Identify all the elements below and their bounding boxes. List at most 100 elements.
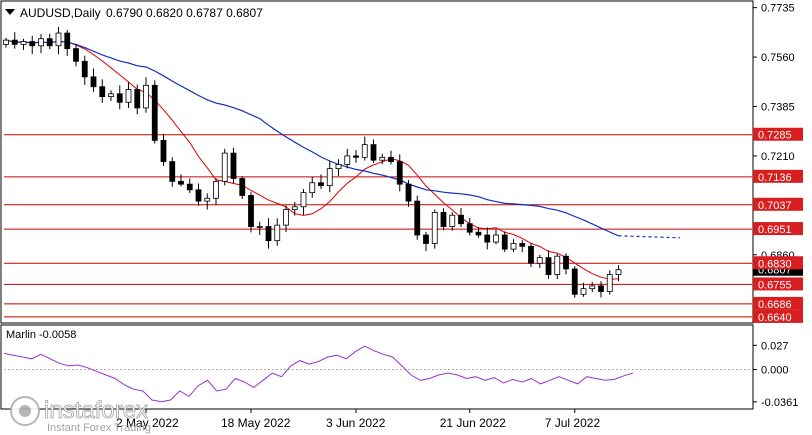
candle[interactable] <box>99 79 106 103</box>
candle[interactable] <box>344 148 351 169</box>
candle[interactable] <box>335 159 342 176</box>
candle[interactable] <box>213 178 219 206</box>
candle[interactable] <box>46 33 53 50</box>
candle[interactable] <box>423 231 429 252</box>
candle[interactable] <box>589 282 596 293</box>
candle[interactable] <box>545 250 552 279</box>
candle[interactable] <box>204 193 211 210</box>
candle-body-down <box>414 200 421 236</box>
candle[interactable] <box>318 174 324 190</box>
candle[interactable] <box>449 212 456 231</box>
candle[interactable] <box>606 270 613 295</box>
candle-body-down <box>73 48 79 62</box>
candle[interactable] <box>221 148 228 186</box>
candle[interactable] <box>29 35 36 55</box>
candle-body-up <box>615 269 622 275</box>
candle[interactable] <box>143 77 149 113</box>
candle[interactable] <box>501 231 508 252</box>
time-tick-label: 7 Jul 2022 <box>545 416 601 430</box>
candle[interactable] <box>431 209 438 249</box>
candle[interactable] <box>458 207 464 228</box>
candle[interactable] <box>493 229 499 245</box>
candle[interactable] <box>291 201 298 216</box>
candle[interactable] <box>528 242 534 268</box>
candle[interactable] <box>73 44 79 67</box>
candle[interactable] <box>20 38 27 50</box>
candle[interactable] <box>283 205 289 233</box>
candle[interactable] <box>353 149 359 163</box>
candle[interactable] <box>414 195 421 240</box>
candle-body-down <box>318 182 324 186</box>
candle[interactable] <box>125 82 132 108</box>
candle[interactable] <box>186 178 193 194</box>
candle-body-down <box>64 32 71 50</box>
candle[interactable] <box>169 157 176 187</box>
candle[interactable] <box>396 154 403 192</box>
candle[interactable] <box>134 84 141 115</box>
candlesticks[interactable] <box>3 26 622 298</box>
candle[interactable] <box>580 282 587 297</box>
candle-body-down <box>11 39 18 45</box>
candle[interactable] <box>554 253 561 280</box>
candle[interactable] <box>90 68 97 92</box>
candle[interactable] <box>230 147 237 184</box>
candle[interactable] <box>361 136 368 161</box>
candle[interactable] <box>116 85 123 110</box>
candle[interactable] <box>615 265 622 282</box>
candle-body-up <box>3 39 9 45</box>
slow-ma-projection <box>618 235 681 239</box>
candle[interactable] <box>388 150 394 165</box>
candle-body-up <box>213 180 219 199</box>
candle[interactable] <box>81 55 88 85</box>
candle-body-down <box>230 152 237 179</box>
candle[interactable] <box>64 29 71 56</box>
candle-body-down <box>458 214 464 225</box>
candle-body-up <box>536 257 543 264</box>
candle-body-up <box>283 209 289 226</box>
candle[interactable] <box>370 139 377 164</box>
candle[interactable] <box>11 32 18 49</box>
candle[interactable] <box>309 176 316 198</box>
candle[interactable] <box>379 153 386 165</box>
candle-body-up <box>221 152 228 182</box>
candle[interactable] <box>108 90 114 101</box>
candle[interactable] <box>3 37 9 48</box>
candle[interactable] <box>265 218 272 249</box>
candle[interactable] <box>519 240 526 253</box>
candle[interactable] <box>536 254 543 268</box>
candle[interactable] <box>160 134 167 166</box>
candle[interactable] <box>510 239 517 252</box>
logo-wordmark: instaforex <box>44 397 148 424</box>
candle[interactable] <box>466 218 473 236</box>
candle[interactable] <box>178 174 184 187</box>
candle-body-down <box>186 183 193 191</box>
candle-body-up <box>510 243 517 250</box>
candle[interactable] <box>195 183 202 206</box>
candle[interactable] <box>484 227 491 250</box>
level-label-box <box>753 256 803 270</box>
instaforex-logo: instaforex Instant Forex Trading <box>10 396 151 434</box>
candle[interactable] <box>274 218 281 246</box>
candle[interactable] <box>248 192 254 233</box>
candle[interactable] <box>598 281 604 298</box>
level-lines <box>4 134 752 318</box>
candle[interactable] <box>256 221 263 235</box>
candle[interactable] <box>300 189 307 215</box>
logo-tagline: Instant Forex Trading <box>47 422 151 434</box>
chart-menu-triangle-icon[interactable] <box>5 9 15 15</box>
osc-tick-label: -0.0361 <box>761 397 798 409</box>
candle[interactable] <box>38 34 44 54</box>
candle[interactable] <box>440 208 447 231</box>
candle[interactable] <box>239 176 246 199</box>
candle[interactable] <box>563 253 569 275</box>
candle[interactable] <box>571 266 578 298</box>
level-label-box <box>753 197 803 211</box>
candle-body-down <box>195 189 202 202</box>
candle[interactable] <box>55 26 62 55</box>
candle-body-down <box>466 223 473 233</box>
candle[interactable] <box>475 227 482 238</box>
candle[interactable] <box>326 160 333 193</box>
candle[interactable] <box>151 80 158 144</box>
candle[interactable] <box>405 180 412 207</box>
